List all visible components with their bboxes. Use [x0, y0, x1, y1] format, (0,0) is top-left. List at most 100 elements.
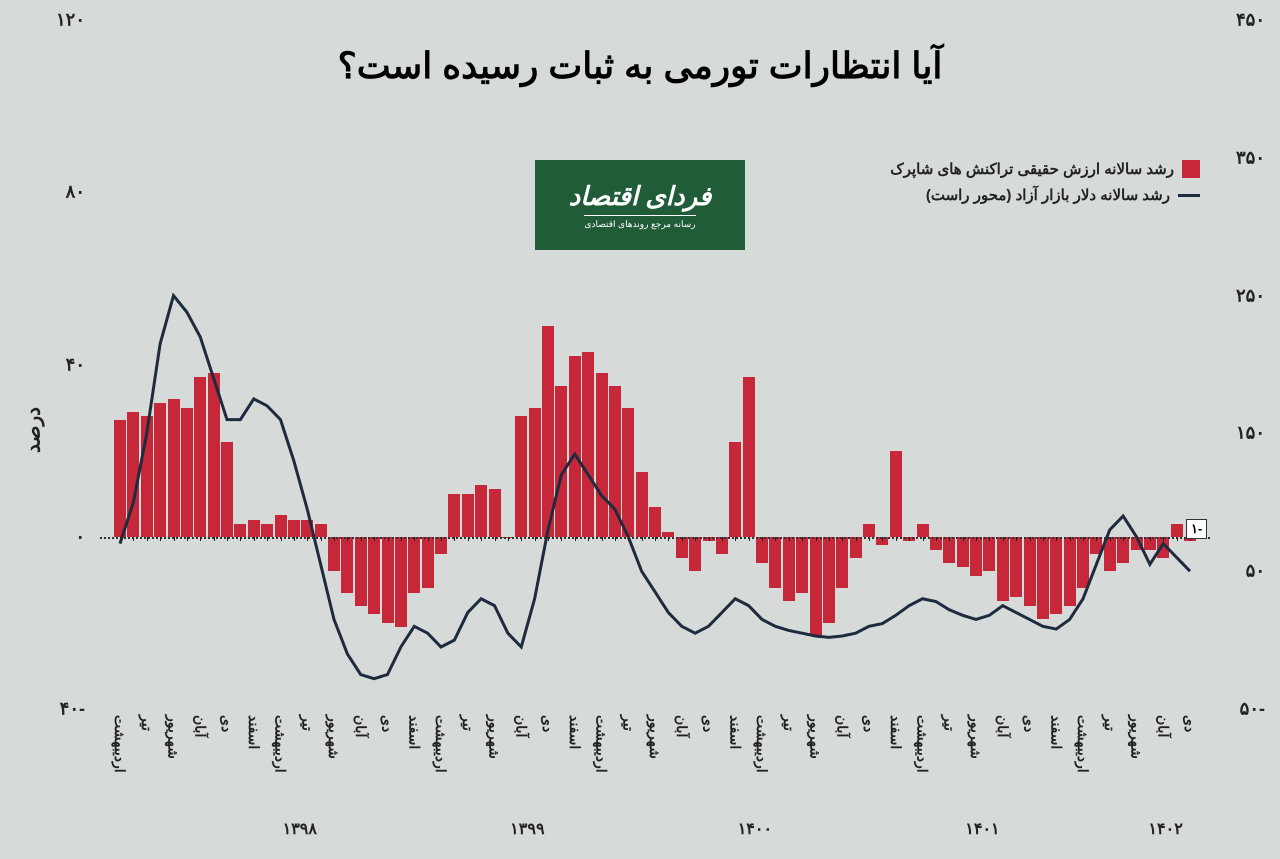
x-tick	[401, 537, 402, 541]
x-tick	[388, 537, 389, 541]
x-tick	[709, 537, 710, 541]
x-month-label: اسفند	[246, 715, 262, 749]
x-tick	[682, 537, 683, 541]
x-tick	[120, 537, 121, 541]
y-right-tick: ۳۵۰	[1220, 147, 1265, 168]
x-tick	[441, 537, 442, 541]
x-month-label: اردیبهشت	[433, 715, 449, 773]
x-tick	[1083, 537, 1084, 541]
x-tick	[240, 537, 241, 541]
x-tick	[949, 537, 950, 541]
x-tick	[842, 537, 843, 541]
x-tick	[869, 537, 870, 541]
x-tick	[254, 537, 255, 541]
x-month-label: شهریور	[968, 715, 984, 759]
x-tick	[1070, 537, 1071, 541]
x-tick	[896, 537, 897, 541]
x-tick	[347, 537, 348, 541]
x-tick	[1137, 537, 1138, 541]
x-month-label: اردیبهشت	[915, 715, 931, 773]
y-right-tick: ۱۵۰	[1220, 423, 1265, 444]
x-tick	[735, 537, 736, 541]
x-tick	[414, 537, 415, 541]
x-tick	[495, 537, 496, 541]
x-tick	[789, 537, 790, 541]
x-month-label: شهریور	[166, 715, 182, 759]
x-tick	[1016, 537, 1017, 541]
x-month-label: اسفند	[406, 715, 422, 749]
x-month-label: اردیبهشت	[754, 715, 770, 773]
x-tick	[963, 537, 964, 541]
x-year-label: ۱۳۹۹	[510, 819, 544, 839]
x-tick	[1043, 537, 1044, 541]
x-month-label: دی	[1022, 715, 1038, 732]
y-right-tick: ۵۰	[1220, 561, 1265, 582]
x-tick	[174, 537, 175, 541]
x-month-label: تیر	[139, 715, 155, 731]
x-year-label: ۱۳۹۸	[283, 819, 317, 839]
x-month-label: تیر	[460, 715, 476, 731]
x-tick	[133, 537, 134, 541]
x-tick	[762, 537, 763, 541]
x-month-label: شهریور	[647, 715, 663, 759]
x-tick	[882, 537, 883, 541]
x-month-label: اسفند	[727, 715, 743, 749]
x-tick	[521, 537, 522, 541]
x-month-label: دی	[701, 715, 717, 732]
x-month-label: آبان	[674, 715, 690, 737]
y-left-tick: ۸۰	[45, 182, 85, 203]
x-tick	[642, 537, 643, 541]
x-tick	[561, 537, 562, 541]
x-tick	[267, 537, 268, 541]
x-tick	[1163, 537, 1164, 541]
x-month-label: اسفند	[1048, 715, 1064, 749]
x-tick	[227, 537, 228, 541]
x-tick	[307, 537, 308, 541]
x-month-label: تیر	[299, 715, 315, 731]
x-tick	[454, 537, 455, 541]
x-month-label: اردیبهشت	[594, 715, 610, 773]
x-month-label: اسفند	[888, 715, 904, 749]
x-tick	[802, 537, 803, 541]
x-tick	[428, 537, 429, 541]
x-tick	[1030, 537, 1031, 541]
x-month-label: اسفند	[567, 715, 583, 749]
y-left-tick: ۴۰	[45, 354, 85, 375]
x-tick	[361, 537, 362, 541]
x-tick	[856, 537, 857, 541]
trend-line	[120, 296, 1190, 679]
x-tick	[615, 537, 616, 541]
x-year-label: ۱۴۰۲	[1148, 819, 1182, 839]
x-tick	[668, 537, 669, 541]
x-month-label: تیر	[941, 715, 957, 731]
x-month-label: شهریور	[1129, 715, 1145, 759]
y-right-tick: -۵۰	[1220, 699, 1265, 720]
x-month-label: آبان	[192, 715, 208, 737]
x-tick	[829, 537, 830, 541]
value-callout: -۱	[1186, 519, 1207, 539]
x-tick	[628, 537, 629, 541]
x-tick	[575, 537, 576, 541]
x-tick	[468, 537, 469, 541]
x-tick	[1110, 537, 1111, 541]
x-tick	[1096, 537, 1097, 541]
x-tick	[722, 537, 723, 541]
y-right-tick: ۴۵۰	[1220, 10, 1265, 31]
y-axis-label: درصد	[21, 406, 46, 452]
x-month-label: تیر	[620, 715, 636, 731]
x-tick	[294, 537, 295, 541]
plot-area: -۴۰۰۴۰۸۰۱۲۰-۵۰۵۰۱۵۰۲۵۰۳۵۰۴۵۰اردیبهشتتیرش…	[100, 20, 1210, 709]
x-tick	[147, 537, 148, 541]
x-month-label: دی	[1182, 715, 1198, 732]
x-tick	[989, 537, 990, 541]
y-left-tick: ۰	[45, 526, 85, 547]
x-month-label: اردیبهشت	[273, 715, 289, 773]
x-tick	[374, 537, 375, 541]
x-year-label: ۱۴۰۰	[738, 819, 772, 839]
x-month-label: آبان	[513, 715, 529, 737]
x-month-label: آبان	[1155, 715, 1171, 737]
x-tick	[481, 537, 482, 541]
x-month-label: اردیبهشت	[1075, 715, 1091, 773]
x-tick	[602, 537, 603, 541]
x-tick	[535, 537, 536, 541]
